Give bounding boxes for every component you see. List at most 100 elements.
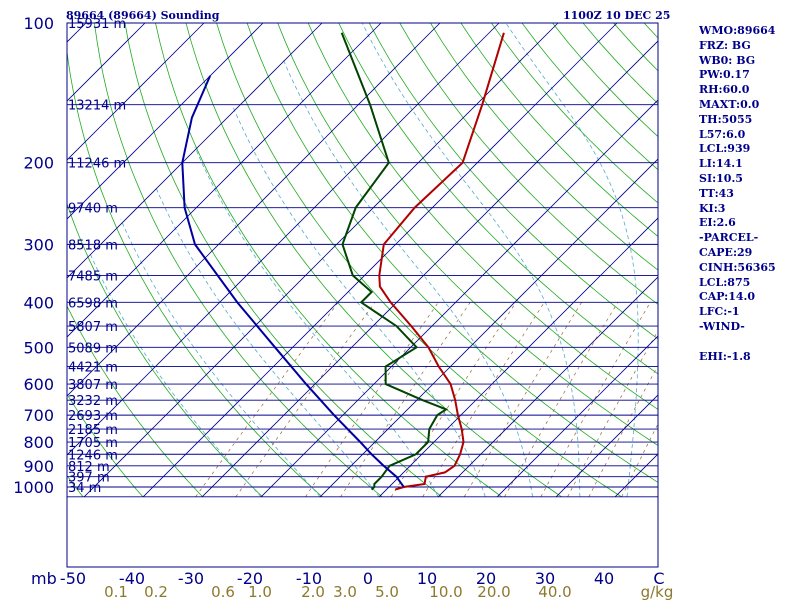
isotherm xyxy=(142,23,618,498)
dry-adiabat xyxy=(460,23,658,237)
isotherm xyxy=(555,394,658,498)
height-label: 34 m xyxy=(68,481,101,496)
height-label: 13214 m xyxy=(68,99,126,114)
dry-adiabat xyxy=(399,23,658,305)
height-label: 11246 m xyxy=(68,157,126,172)
isotherm xyxy=(67,23,500,456)
height-label: 9740 m xyxy=(68,202,118,217)
mixing-ratio-line xyxy=(195,302,339,498)
isotherm xyxy=(67,23,264,220)
station-title: 89664 (89664) Sounding xyxy=(66,9,220,22)
dry-adiabat xyxy=(67,202,263,498)
isotherm xyxy=(67,23,205,161)
isobars xyxy=(67,22,658,498)
temp-tick-label: 0 xyxy=(363,569,373,588)
height-label: 3807 m xyxy=(68,378,118,393)
isotherm xyxy=(260,99,658,498)
mixing-ratio-line xyxy=(235,302,376,498)
height-label: 8518 m xyxy=(68,238,118,253)
moist-adiabat xyxy=(120,219,321,498)
height-label: 812 m xyxy=(68,460,110,475)
mixing-ratio-line xyxy=(567,329,658,497)
mixing-ratio-label: 3.0 xyxy=(333,583,357,600)
temperature-line xyxy=(378,32,505,491)
stat-line: CAPE:29 xyxy=(699,245,753,259)
stat-line: CINH:56365 xyxy=(699,260,776,274)
dry-adiabat xyxy=(216,23,622,498)
stat-line: TH:5055 xyxy=(699,112,753,126)
dry-adiabat xyxy=(185,23,562,498)
stat-line: LI:14.1 xyxy=(699,157,743,171)
mixing-ratio-label: 40.0 xyxy=(538,583,571,600)
height-label: 1705 m xyxy=(68,436,118,451)
mixing-ratio-line xyxy=(463,302,582,497)
temp-tick-label: -40 xyxy=(119,569,145,588)
stat-line: CAP:14.0 xyxy=(699,290,756,304)
stat-line: LCL:875 xyxy=(699,275,751,289)
mixing-ratio-label: 0.6 xyxy=(211,583,235,600)
pressure-tick-label: 100 xyxy=(23,14,54,33)
mixing-ratio-line xyxy=(390,302,517,497)
dry-adiabat xyxy=(67,393,144,498)
plot-frame xyxy=(66,22,659,568)
isotherms xyxy=(0,23,658,498)
pressure-tick-label: 800 xyxy=(23,433,54,452)
isotherm xyxy=(67,23,441,397)
dry-adiabat xyxy=(94,23,383,498)
mixing-ratio-label: 20.0 xyxy=(477,583,510,600)
temp-tick-label: -10 xyxy=(296,569,322,588)
isotherm xyxy=(201,40,658,498)
isotherm xyxy=(437,276,658,498)
moist-adiabats xyxy=(90,23,639,498)
pressure-unit-label: mb xyxy=(31,569,57,588)
dry-adiabat xyxy=(368,23,658,340)
dry-adiabat xyxy=(124,23,443,498)
stat-line: SI:10.5 xyxy=(699,171,743,185)
sounding-time: 1100Z 10 DEC 25 xyxy=(563,9,671,22)
dry-adiabat xyxy=(67,305,203,498)
moist-adiabat xyxy=(90,254,262,498)
stat-line: -PARCEL- xyxy=(699,231,759,245)
temp-tick-label: 40 xyxy=(594,569,614,588)
mixing-ratio-line xyxy=(305,302,439,497)
temp-tick-label: -50 xyxy=(60,569,86,588)
dry-adiabats xyxy=(67,23,658,498)
isotherm xyxy=(83,23,559,498)
height-label: 6598 m xyxy=(68,296,118,311)
height-label: 15931 m xyxy=(68,17,126,32)
pressure-tick-label: 500 xyxy=(23,338,54,357)
pressure-tick-label: 600 xyxy=(23,375,54,394)
temp-tick-label: 20 xyxy=(476,569,496,588)
pressure-tick-label: 700 xyxy=(23,406,54,425)
stat-line: EI:2.6 xyxy=(699,216,736,230)
isotherm xyxy=(67,23,382,338)
stat-line: FRZ: BG xyxy=(699,38,751,52)
parcel-line xyxy=(181,75,405,488)
profile-series xyxy=(181,32,505,491)
mixing-ratio-line xyxy=(588,364,658,497)
height-label: 5089 m xyxy=(68,341,118,356)
mixing-ratio-label: 10.0 xyxy=(429,583,462,600)
moist-adiabat xyxy=(361,23,581,497)
stat-line: KI:3 xyxy=(699,201,726,215)
dewpoint-line xyxy=(340,32,449,491)
height-label: 4421 m xyxy=(68,361,118,376)
pressure-tick-label: 900 xyxy=(23,457,54,476)
stat-line xyxy=(699,335,776,350)
height-label: 2693 m xyxy=(68,409,118,424)
isotherm xyxy=(67,23,323,279)
moist-adiabat xyxy=(154,186,380,498)
dry-adiabat xyxy=(430,23,658,271)
mixing-ratio-label: 5.0 xyxy=(375,583,399,600)
isotherm xyxy=(0,23,27,497)
mixing-ratio-line xyxy=(504,302,619,497)
dry-adiabat xyxy=(246,23,658,483)
dry-adiabat xyxy=(338,23,658,375)
stat-line: EHI:-1.8 xyxy=(699,349,751,363)
height-label: 1246 m xyxy=(68,448,118,463)
temp-tick-label: -30 xyxy=(178,569,204,588)
dry-adiabat xyxy=(67,48,323,498)
pressure-tick-label: 200 xyxy=(23,154,54,173)
dry-adiabat xyxy=(307,23,658,410)
